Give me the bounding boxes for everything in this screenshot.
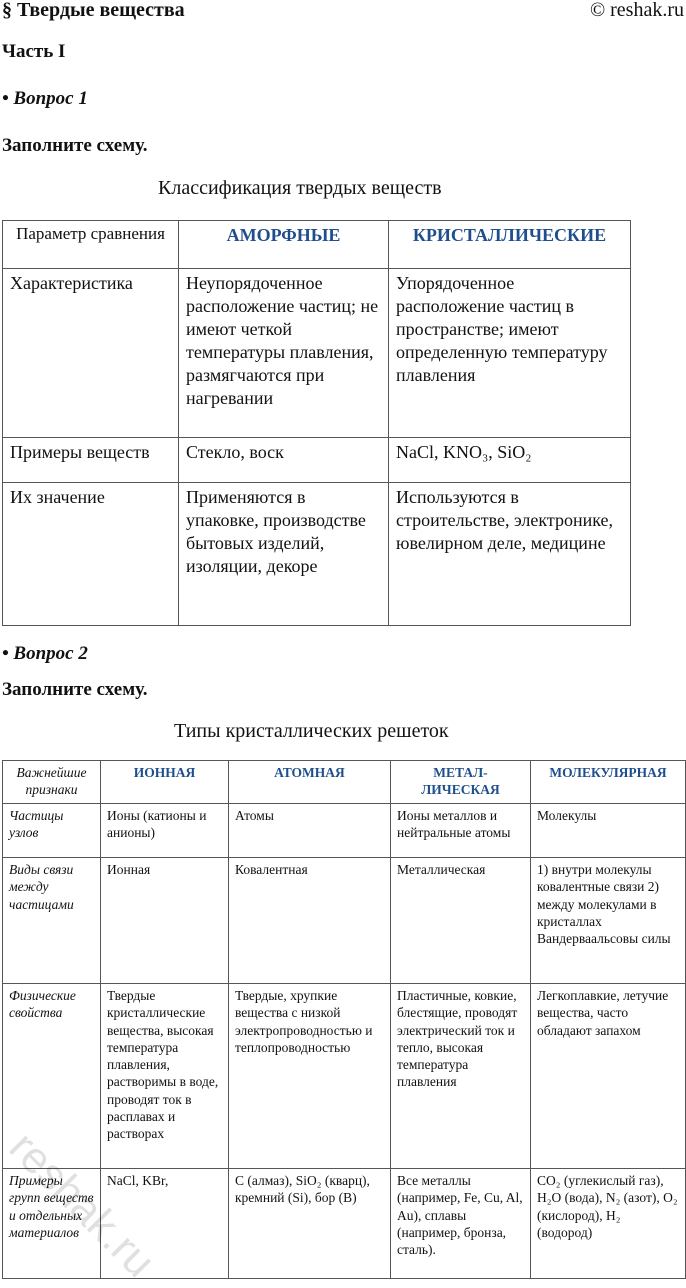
row-label: Частицы узлов xyxy=(2,803,101,858)
row-label: Физические свойства xyxy=(2,983,101,1169)
cell: Стекло, воск xyxy=(178,437,389,483)
question-1-task: Заполните схему. xyxy=(2,135,148,156)
cell: CO₂ (углекислый газ), H₂O (вода), N₂ (аз… xyxy=(530,1168,686,1279)
table-header-row: Параметр сравнения АМОРФНЫЕ КРИСТАЛЛИЧЕС… xyxy=(2,220,631,269)
question-2-task: Заполните схему. xyxy=(2,679,148,700)
header-cell: Важнейшие признаки xyxy=(2,760,101,804)
cell: Ионы металлов и нейтральные атомы xyxy=(390,803,531,858)
table-header-row: Важнейшие признаки ИОННАЯ АТОМНАЯ МЕТАЛ-… xyxy=(2,760,686,804)
header-cell: КРИСТАЛЛИЧЕСКИЕ xyxy=(388,220,631,269)
cell: Применяются в упаковке, производстве быт… xyxy=(178,482,389,626)
table-row: Частицы узлов Ионы (катионы и анионы) Атом… xyxy=(2,803,686,858)
cell: Твердые кристаллические вещества, высока… xyxy=(100,983,229,1169)
header-cell: АТОМНАЯ xyxy=(228,760,391,804)
cell: NaCl, KNO₃, SiO₂ xyxy=(388,437,631,483)
row-label: Виды связи между частицами xyxy=(2,857,101,984)
cell: Все металлы (например, Fe, Cu, Al, Au), … xyxy=(390,1168,531,1279)
table-row: Примеры групп веществ и отдельных матери… xyxy=(2,1168,686,1279)
amorphous-crystalline-table: Параметр сравнения АМОРФНЫЕ КРИСТАЛЛИЧЕС… xyxy=(2,220,631,626)
cell: Ионная xyxy=(100,857,229,984)
cell: Ковалентная xyxy=(228,857,391,984)
table-row: Их значение Применяются в упаковке, произ… xyxy=(2,482,631,626)
table-row: Виды связи между частицами Ионная Ковалент… xyxy=(2,857,686,984)
table-row: Характеристика Неупорядоченное расположен… xyxy=(2,268,631,438)
cell: Молекулы xyxy=(530,803,686,858)
row-label: Характеристика xyxy=(2,268,179,438)
table-row: Физические свойства Твердые кристаллическ… xyxy=(2,983,686,1169)
question-2-label: • Вопрос 2 xyxy=(2,643,88,664)
cell: Неупорядоченное расположение частиц; не … xyxy=(178,268,389,438)
header-cell: Параметр сравнения xyxy=(2,220,179,269)
cell: Пластичные, ковкие, блестящие, проводят … xyxy=(390,983,531,1169)
cell: C (алмаз), SiO₂ (кварц), кремний (Si), б… xyxy=(228,1168,391,1279)
cell: Используются в строительстве, электроник… xyxy=(388,482,631,626)
header-cell: МЕТАЛ-ЛИЧЕСКАЯ xyxy=(390,760,531,804)
cell: Упорядоченное расположение частиц в прос… xyxy=(388,268,631,438)
cell: Ионы (катионы и анионы) xyxy=(100,803,229,858)
cell: Легкоплавкие, летучие вещества, часто об… xyxy=(530,983,686,1169)
row-label: Их значение xyxy=(2,482,179,626)
table-row: Примеры веществ Стекло, воск NaCl, KNO₃, S… xyxy=(2,437,631,483)
header-cell: ИОННАЯ xyxy=(100,760,229,804)
header-cell: МОЛЕКУЛЯРНАЯ xyxy=(530,760,686,804)
table-2-caption: Типы кристаллических решеток xyxy=(174,720,449,742)
cell: NaCl, KBr, xyxy=(100,1168,229,1279)
cell: Атомы xyxy=(228,803,391,858)
page-title: § Твердые вещества xyxy=(2,0,185,21)
cell: 1) внутри молекулы ковалентные связи 2) … xyxy=(530,857,686,984)
crystal-lattice-table: Важнейшие признаки ИОННАЯ АТОМНАЯ МЕТАЛ-… xyxy=(2,760,686,1279)
header-cell: АМОРФНЫЕ xyxy=(178,220,389,269)
copyright: © reshak.ru xyxy=(589,0,684,21)
cell: Металлическая xyxy=(390,857,531,984)
table-1-caption: Классификация твердых веществ xyxy=(158,177,442,199)
question-1-label: • Вопрос 1 xyxy=(2,88,88,109)
part-heading: Часть I xyxy=(2,41,66,62)
row-label: Примеры веществ xyxy=(2,437,179,483)
cell: Твердые, хрупкие вещества с низкой элект… xyxy=(228,983,391,1169)
